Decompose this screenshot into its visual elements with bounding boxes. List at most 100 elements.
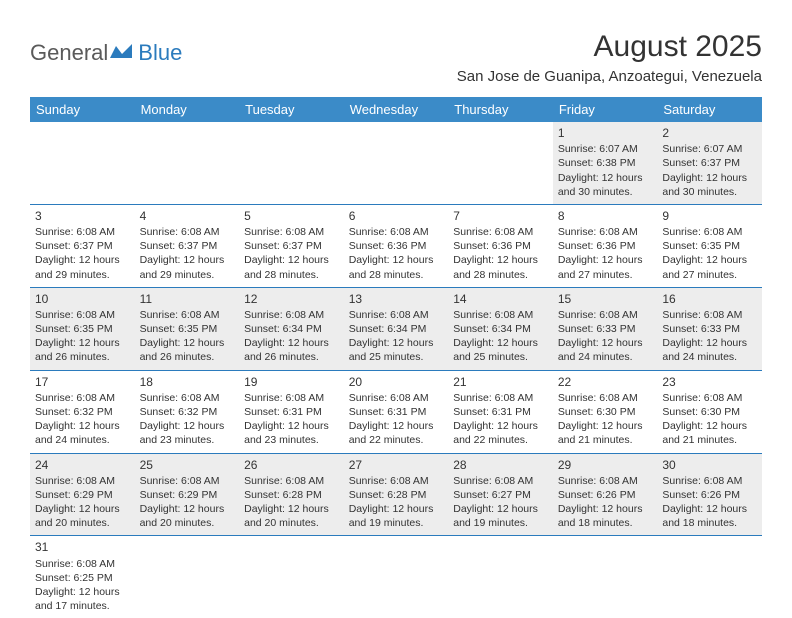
daylight-text: Daylight: 12 hours and 20 minutes. <box>140 502 235 530</box>
day-number: 28 <box>453 457 548 473</box>
sunset-text: Sunset: 6:36 PM <box>453 239 548 253</box>
daylight-text: Daylight: 12 hours and 21 minutes. <box>662 419 757 447</box>
title-block: August 2025 San Jose de Guanipa, Anzoate… <box>457 30 762 85</box>
calendar-empty-cell <box>135 536 240 618</box>
calendar-day-cell: 10Sunrise: 6:08 AMSunset: 6:35 PMDayligh… <box>30 287 135 370</box>
daylight-text: Daylight: 12 hours and 28 minutes. <box>244 253 339 281</box>
calendar-empty-cell <box>657 536 762 618</box>
sunset-text: Sunset: 6:37 PM <box>140 239 235 253</box>
calendar-day-cell: 1Sunrise: 6:07 AMSunset: 6:38 PMDaylight… <box>553 122 658 204</box>
calendar-header-row: SundayMondayTuesdayWednesdayThursdayFrid… <box>30 97 762 122</box>
logo: General Blue <box>30 40 182 66</box>
daylight-text: Daylight: 12 hours and 25 minutes. <box>349 336 444 364</box>
header: General Blue August 2025 San Jose de Gua… <box>30 30 762 85</box>
sunrise-text: Sunrise: 6:08 AM <box>35 557 130 571</box>
calendar-day-cell: 22Sunrise: 6:08 AMSunset: 6:30 PMDayligh… <box>553 370 658 453</box>
day-number: 23 <box>662 374 757 390</box>
sunrise-text: Sunrise: 6:08 AM <box>662 225 757 239</box>
sunset-text: Sunset: 6:30 PM <box>558 405 653 419</box>
day-number: 22 <box>558 374 653 390</box>
day-number: 9 <box>662 208 757 224</box>
sunrise-text: Sunrise: 6:08 AM <box>244 474 339 488</box>
calendar-week-row: 3Sunrise: 6:08 AMSunset: 6:37 PMDaylight… <box>30 204 762 287</box>
sunset-text: Sunset: 6:25 PM <box>35 571 130 585</box>
sunset-text: Sunset: 6:29 PM <box>35 488 130 502</box>
calendar-week-row: 31 Sunrise: 6:08 AMSunset: 6:25 PMDayligh… <box>30 536 762 618</box>
day-number: 31 <box>35 539 130 555</box>
day-number: 24 <box>35 457 130 473</box>
calendar-day-cell: 30Sunrise: 6:08 AMSunset: 6:26 PMDayligh… <box>657 453 762 536</box>
calendar-day-cell: 3Sunrise: 6:08 AMSunset: 6:37 PMDaylight… <box>30 204 135 287</box>
sunrise-text: Sunrise: 6:08 AM <box>662 391 757 405</box>
daylight-text: Daylight: 12 hours and 24 minutes. <box>558 336 653 364</box>
day-number: 26 <box>244 457 339 473</box>
sunrise-text: Sunrise: 6:08 AM <box>453 391 548 405</box>
calendar-day-cell: 28Sunrise: 6:08 AMSunset: 6:27 PMDayligh… <box>448 453 553 536</box>
calendar-day-cell: 29Sunrise: 6:08 AMSunset: 6:26 PMDayligh… <box>553 453 658 536</box>
sunrise-text: Sunrise: 6:08 AM <box>349 391 444 405</box>
sunrise-text: Sunrise: 6:08 AM <box>140 391 235 405</box>
day-number: 18 <box>140 374 235 390</box>
day-number: 5 <box>244 208 339 224</box>
weekday-header: Thursday <box>448 97 553 122</box>
sunset-text: Sunset: 6:32 PM <box>35 405 130 419</box>
calendar-week-row: 17Sunrise: 6:08 AMSunset: 6:32 PMDayligh… <box>30 370 762 453</box>
calendar-empty-cell <box>239 536 344 618</box>
calendar-empty-cell <box>239 122 344 204</box>
calendar-day-cell: 23Sunrise: 6:08 AMSunset: 6:30 PMDayligh… <box>657 370 762 453</box>
sunrise-text: Sunrise: 6:08 AM <box>244 225 339 239</box>
sunrise-text: Sunrise: 6:07 AM <box>662 142 757 156</box>
calendar-day-cell: 27Sunrise: 6:08 AMSunset: 6:28 PMDayligh… <box>344 453 449 536</box>
sunset-text: Sunset: 6:37 PM <box>35 239 130 253</box>
sunset-text: Sunset: 6:33 PM <box>662 322 757 336</box>
calendar-day-cell: 18Sunrise: 6:08 AMSunset: 6:32 PMDayligh… <box>135 370 240 453</box>
calendar-day-cell: 21Sunrise: 6:08 AMSunset: 6:31 PMDayligh… <box>448 370 553 453</box>
daylight-text: Daylight: 12 hours and 28 minutes. <box>349 253 444 281</box>
sunset-text: Sunset: 6:31 PM <box>453 405 548 419</box>
day-number: 16 <box>662 291 757 307</box>
sunset-text: Sunset: 6:30 PM <box>662 405 757 419</box>
daylight-text: Daylight: 12 hours and 24 minutes. <box>35 419 130 447</box>
daylight-text: Daylight: 12 hours and 26 minutes. <box>35 336 130 364</box>
day-number: 2 <box>662 125 757 141</box>
calendar-day-cell: 24Sunrise: 6:08 AMSunset: 6:29 PMDayligh… <box>30 453 135 536</box>
calendar-day-cell: 8Sunrise: 6:08 AMSunset: 6:36 PMDaylight… <box>553 204 658 287</box>
daylight-text: Daylight: 12 hours and 17 minutes. <box>35 585 130 613</box>
sunrise-text: Sunrise: 6:08 AM <box>35 225 130 239</box>
day-number: 29 <box>558 457 653 473</box>
daylight-text: Daylight: 12 hours and 27 minutes. <box>662 253 757 281</box>
calendar-day-cell: 20Sunrise: 6:08 AMSunset: 6:31 PMDayligh… <box>344 370 449 453</box>
daylight-text: Daylight: 12 hours and 22 minutes. <box>349 419 444 447</box>
calendar-day-cell: 6Sunrise: 6:08 AMSunset: 6:36 PMDaylight… <box>344 204 449 287</box>
sunset-text: Sunset: 6:27 PM <box>453 488 548 502</box>
daylight-text: Daylight: 12 hours and 22 minutes. <box>453 419 548 447</box>
sunrise-text: Sunrise: 6:08 AM <box>244 391 339 405</box>
calendar-day-cell: 11Sunrise: 6:08 AMSunset: 6:35 PMDayligh… <box>135 287 240 370</box>
daylight-text: Daylight: 12 hours and 28 minutes. <box>453 253 548 281</box>
calendar-empty-cell <box>344 536 449 618</box>
sunset-text: Sunset: 6:34 PM <box>453 322 548 336</box>
calendar-day-cell: 19Sunrise: 6:08 AMSunset: 6:31 PMDayligh… <box>239 370 344 453</box>
calendar-day-cell: 16Sunrise: 6:08 AMSunset: 6:33 PMDayligh… <box>657 287 762 370</box>
sunrise-text: Sunrise: 6:08 AM <box>349 474 444 488</box>
day-number: 3 <box>35 208 130 224</box>
calendar-day-cell: 7Sunrise: 6:08 AMSunset: 6:36 PMDaylight… <box>448 204 553 287</box>
day-number: 15 <box>558 291 653 307</box>
day-number: 12 <box>244 291 339 307</box>
sunset-text: Sunset: 6:37 PM <box>662 156 757 170</box>
day-number: 7 <box>453 208 548 224</box>
daylight-text: Daylight: 12 hours and 23 minutes. <box>140 419 235 447</box>
day-number: 25 <box>140 457 235 473</box>
calendar-day-cell: 25Sunrise: 6:08 AMSunset: 6:29 PMDayligh… <box>135 453 240 536</box>
calendar-day-cell: 15Sunrise: 6:08 AMSunset: 6:33 PMDayligh… <box>553 287 658 370</box>
sunrise-text: Sunrise: 6:07 AM <box>558 142 653 156</box>
sunrise-text: Sunrise: 6:08 AM <box>558 308 653 322</box>
sunrise-text: Sunrise: 6:08 AM <box>349 308 444 322</box>
weekday-header: Saturday <box>657 97 762 122</box>
calendar-week-row: 24 Sunrise: 6:08 AM Sunset: 6:29 PM Dayligh… <box>30 453 762 536</box>
daylight-text: Daylight: 12 hours and 23 minutes. <box>244 419 339 447</box>
sunset-text: Sunset: 6:26 PM <box>558 488 653 502</box>
daylight-text: Daylight: 12 hours and 25 minutes. <box>453 336 548 364</box>
calendar-empty-cell <box>553 536 658 618</box>
calendar-empty-cell <box>448 536 553 618</box>
